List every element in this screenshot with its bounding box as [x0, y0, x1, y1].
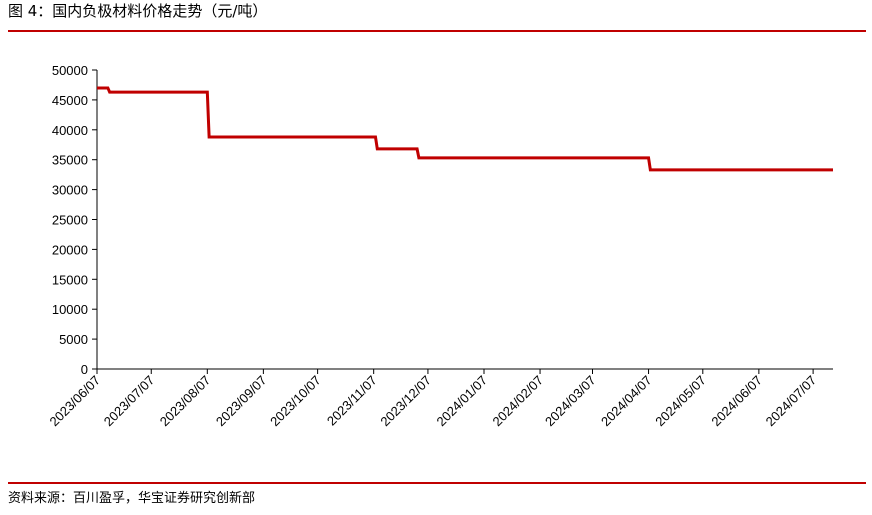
x-tick-label: 2024/05/07 [652, 373, 709, 430]
y-tick-label: 10000 [52, 302, 88, 317]
x-tick-label: 2024/07/07 [763, 373, 820, 430]
y-tick-label: 50000 [52, 63, 88, 78]
y-tick-label: 30000 [52, 183, 88, 198]
x-tick-label: 2023/10/07 [267, 373, 324, 430]
y-tick-label: 25000 [52, 213, 88, 228]
x-tick-label: 2023/06/07 [46, 373, 103, 430]
chart-title: 图 4：国内负极材料价格走势（元/吨） [8, 2, 267, 20]
x-tick-label: 2024/06/07 [708, 373, 765, 430]
source: 资料来源：百川盈孚，华宝证券研究创新部 [8, 490, 255, 506]
x-tick-label: 2024/04/07 [598, 373, 655, 430]
x-tick-label: 2023/07/07 [101, 373, 158, 430]
y-tick-label: 40000 [52, 123, 88, 138]
x-tick-label: 2024/01/07 [433, 373, 490, 430]
y-tick-label: 35000 [52, 153, 88, 168]
x-tick-label: 2024/02/07 [490, 373, 547, 430]
y-tick-label: 5000 [59, 332, 88, 347]
x-tick-label: 2023/11/07 [324, 373, 380, 429]
y-tick-label: 45000 [52, 93, 88, 108]
price-line [97, 86, 833, 172]
x-tick-label: 2023/12/07 [377, 373, 434, 430]
y-tick-label: 0 [81, 362, 88, 377]
x-tick-label: 2024/03/07 [542, 373, 599, 430]
x-tick-label: 2023/08/07 [157, 373, 214, 430]
y-tick-label: 20000 [52, 242, 88, 257]
x-tick-label: 2023/09/07 [213, 373, 270, 430]
y-tick-label: 15000 [52, 272, 88, 287]
